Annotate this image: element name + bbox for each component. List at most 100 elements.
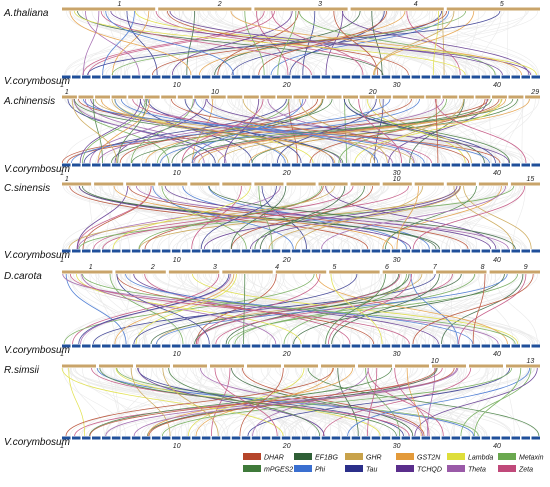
target-chromosome xyxy=(272,250,281,253)
query-chromosome xyxy=(319,183,348,186)
target-chromosome xyxy=(452,76,461,79)
legend-label: GHR xyxy=(366,455,382,462)
target-chromosome xyxy=(252,250,260,253)
query-chromosome xyxy=(145,96,160,99)
query-chromosome-number: 29 xyxy=(530,89,539,96)
query-chromosome xyxy=(178,96,193,99)
query-chromosome xyxy=(490,271,540,274)
target-chromosome-number: 20 xyxy=(282,351,291,358)
target-chromosome xyxy=(72,164,81,167)
target-chromosome xyxy=(482,437,491,440)
target-chromosome xyxy=(372,164,381,167)
query-chromosome xyxy=(169,271,219,274)
target-chromosome xyxy=(132,250,141,253)
target-chromosome xyxy=(102,164,111,167)
target-chromosome xyxy=(232,76,241,79)
target-chromosome xyxy=(522,164,531,167)
target-chromosome xyxy=(162,437,171,440)
query-chromosome-number: 1 xyxy=(65,176,69,183)
query-chromosome xyxy=(94,183,123,186)
target-chromosome xyxy=(452,345,461,348)
target-chromosome xyxy=(92,345,101,348)
background-link xyxy=(73,274,371,344)
target-chromosome xyxy=(342,164,351,167)
target-chromosome xyxy=(122,250,130,253)
target-chromosome xyxy=(142,76,151,79)
target-chromosome xyxy=(282,437,291,440)
legend-swatch xyxy=(447,453,465,460)
target-chromosome xyxy=(432,164,441,167)
target-chromosome xyxy=(152,250,161,253)
legend-swatch xyxy=(498,453,516,460)
target-chromosome xyxy=(92,250,101,253)
query-chromosome xyxy=(415,183,444,186)
target-chromosome xyxy=(372,250,381,253)
target-chromosome xyxy=(392,437,401,440)
query-chromosome xyxy=(393,96,408,99)
target-chromosome-number: 20 xyxy=(282,170,291,177)
target-chromosome xyxy=(512,76,521,79)
target-chromosome-number: 40 xyxy=(493,351,501,358)
query-chromosome xyxy=(161,96,176,99)
target-chromosome xyxy=(472,250,481,253)
query-chromosome-number: 10 xyxy=(431,358,439,365)
query-chromosome-number: 9 xyxy=(524,264,528,271)
target-chromosome xyxy=(82,164,91,167)
target-chromosome xyxy=(402,76,411,79)
query-chromosome xyxy=(327,96,342,99)
target-chromosome xyxy=(412,164,421,167)
query-chromosome xyxy=(409,96,424,99)
query-chromosome xyxy=(136,365,170,368)
target-chromosome xyxy=(292,437,301,440)
target-chromosome xyxy=(532,250,541,253)
legend-label: mPGES2 xyxy=(264,467,293,474)
target-chromosome xyxy=(112,437,121,440)
query-chromosome xyxy=(511,183,540,186)
target-chromosome xyxy=(302,437,311,440)
target-chromosome xyxy=(412,437,421,440)
target-chromosome xyxy=(122,76,130,79)
target-chromosome xyxy=(72,76,81,79)
target-chromosome xyxy=(382,250,391,253)
target-chromosome xyxy=(132,345,141,348)
legend-swatch xyxy=(345,465,363,472)
target-chromosome xyxy=(522,250,531,253)
target-chromosome xyxy=(172,437,181,440)
target-chromosome xyxy=(442,164,451,167)
target-chromosome xyxy=(422,345,431,348)
target-chromosome-number: 30 xyxy=(393,257,401,264)
target-chromosome xyxy=(172,76,181,79)
target-chromosome xyxy=(192,250,201,253)
target-chromosome xyxy=(322,76,331,79)
query-chromosome xyxy=(376,96,391,99)
target-chromosome xyxy=(312,76,321,79)
target-chromosome xyxy=(372,76,381,79)
target-chromosome xyxy=(492,437,501,440)
target-chromosome xyxy=(482,164,491,167)
target-chromosome xyxy=(152,76,161,79)
query-chromosome xyxy=(254,183,283,186)
query-chromosome-number: 1 xyxy=(65,89,69,96)
query-chromosome xyxy=(173,365,207,368)
target-chromosome xyxy=(482,345,491,348)
target-chromosome xyxy=(252,345,260,348)
query-chromosome xyxy=(358,365,392,368)
query-chromosome xyxy=(469,365,503,368)
target-chromosome xyxy=(222,76,231,79)
target-chromosome xyxy=(292,164,301,167)
target-chromosome xyxy=(382,345,391,348)
query-chromosome xyxy=(383,271,433,274)
target-chromosome xyxy=(332,250,341,253)
query-chromosome xyxy=(329,271,379,274)
query-chromosome-number: 3 xyxy=(213,264,217,271)
target-chromosome-number: 10 xyxy=(173,170,181,177)
target-chromosome xyxy=(222,437,231,440)
target-chromosome xyxy=(382,164,391,167)
target-chromosome-number: 20 xyxy=(282,257,291,264)
query-chromosome xyxy=(447,183,476,186)
target-chromosome xyxy=(162,164,171,167)
query-chromosome xyxy=(276,271,326,274)
query-chromosome xyxy=(99,365,133,368)
target-chromosome xyxy=(72,250,81,253)
query-chromosome xyxy=(194,96,209,99)
